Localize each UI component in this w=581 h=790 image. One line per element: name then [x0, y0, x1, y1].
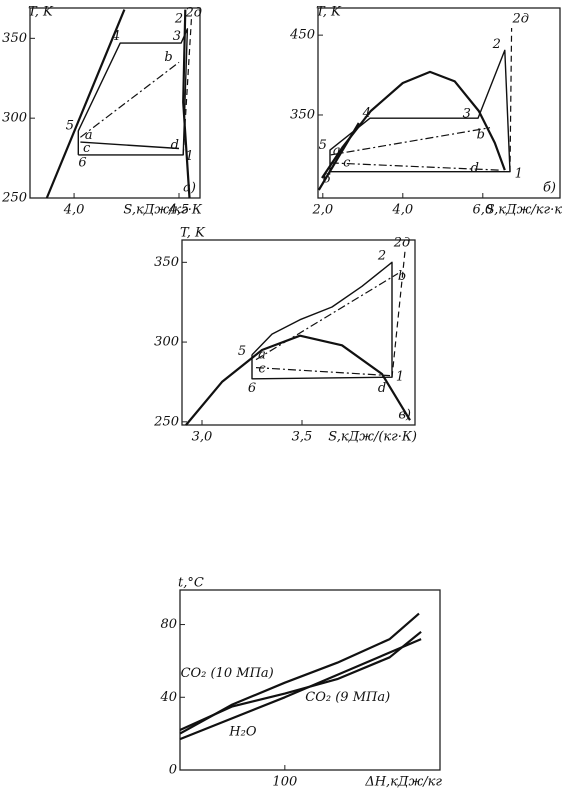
x-tick-label: 4,5 [168, 203, 190, 218]
x-tick-label: 4,0 [391, 203, 413, 218]
point-label: CO₂ (10 МПа) [181, 666, 274, 681]
curve [80, 61, 180, 138]
point-label: 3 [463, 107, 471, 122]
plot-frame [179, 589, 441, 771]
point-label: 5 [238, 344, 246, 359]
x-tick-label: 100 [272, 775, 297, 790]
curve [80, 141, 180, 150]
curve [179, 638, 422, 741]
curve [185, 334, 411, 426]
point-label: 2д [512, 12, 530, 27]
point-label: 5 [66, 119, 74, 134]
point-label: d [378, 381, 386, 396]
y-tick-label: 250 [1, 191, 27, 206]
x-axis-label: ΔH,кДж/кг [364, 775, 442, 790]
point-label: b [164, 50, 172, 65]
point-label: a [333, 143, 341, 158]
x-tick-label: 3,0 [192, 430, 213, 445]
curve [179, 630, 422, 732]
panel-label: б) [543, 181, 556, 196]
plot-frame [29, 7, 201, 199]
curve [45, 9, 126, 199]
point-label: 6 [78, 155, 86, 170]
curve [182, 15, 193, 155]
plot-frame [317, 7, 561, 199]
y-tick-label: 80 [160, 617, 177, 632]
point-label: 3 [173, 29, 181, 44]
y-axis-label: T, K [180, 226, 206, 241]
curve [255, 367, 391, 377]
y-tick-label: 350 [154, 255, 179, 270]
point-label: c [343, 155, 351, 170]
y-tick-label: 40 [159, 690, 177, 705]
point-label: b [398, 269, 406, 284]
y-tick-label: 250 [153, 414, 179, 429]
point-label: d [171, 138, 179, 153]
y-axis-label: t,°C [178, 576, 204, 591]
y-tick-label: 450 [289, 28, 315, 43]
point-label: c [83, 141, 91, 156]
point-label: 2д [184, 5, 202, 20]
curve [77, 28, 189, 156]
curve [329, 49, 511, 173]
point-label: a [258, 347, 266, 362]
curve [251, 261, 393, 380]
point-label: 1 [396, 370, 404, 385]
point-label: 6 [248, 381, 256, 396]
point-label: 2 [492, 37, 501, 52]
curve [330, 162, 499, 171]
x-tick-label: 4,0 [63, 203, 85, 218]
x-tick-label: 6,0 [472, 203, 493, 218]
x-axis-label: S,кДж/кг·к [486, 203, 563, 218]
y-tick-label: 300 [2, 111, 27, 126]
point-label: 2 [377, 248, 386, 263]
curve [391, 251, 406, 378]
x-axis-label: S,кДж/кг·К [123, 203, 203, 218]
point-label: 2 [174, 12, 183, 27]
y-tick-label: 300 [154, 335, 179, 350]
curve [509, 27, 513, 172]
curve [317, 122, 360, 191]
x-tick-label: 3,5 [292, 430, 313, 445]
point-label: 4 [111, 29, 120, 44]
point-label: 6 [323, 171, 331, 186]
y-tick-label: 350 [290, 107, 315, 122]
point-label: a [85, 128, 93, 143]
curve [182, 9, 191, 199]
curve [255, 272, 399, 361]
point-label: CO₂ (9 МПа) [305, 690, 390, 705]
x-axis-label: S,кДж/(кг·К) [328, 430, 417, 445]
point-label: d [471, 161, 479, 176]
point-label: 5 [319, 138, 327, 153]
plot-frame [181, 239, 416, 426]
point-label: c [258, 362, 266, 377]
y-tick-label: 350 [2, 31, 27, 46]
x-tick-label: 2,0 [311, 203, 333, 218]
point-label: 1 [515, 167, 523, 182]
point-label: 1 [185, 149, 193, 164]
point-label: b [477, 127, 485, 142]
y-tick-label: 0 [169, 763, 177, 778]
curve [330, 127, 491, 156]
y-axis-label: T, K [316, 5, 342, 20]
point-label: 4 [362, 106, 371, 121]
point-label: 2д [393, 236, 411, 251]
point-label: H₂O [228, 724, 257, 739]
y-axis-label: T, K [28, 5, 54, 20]
